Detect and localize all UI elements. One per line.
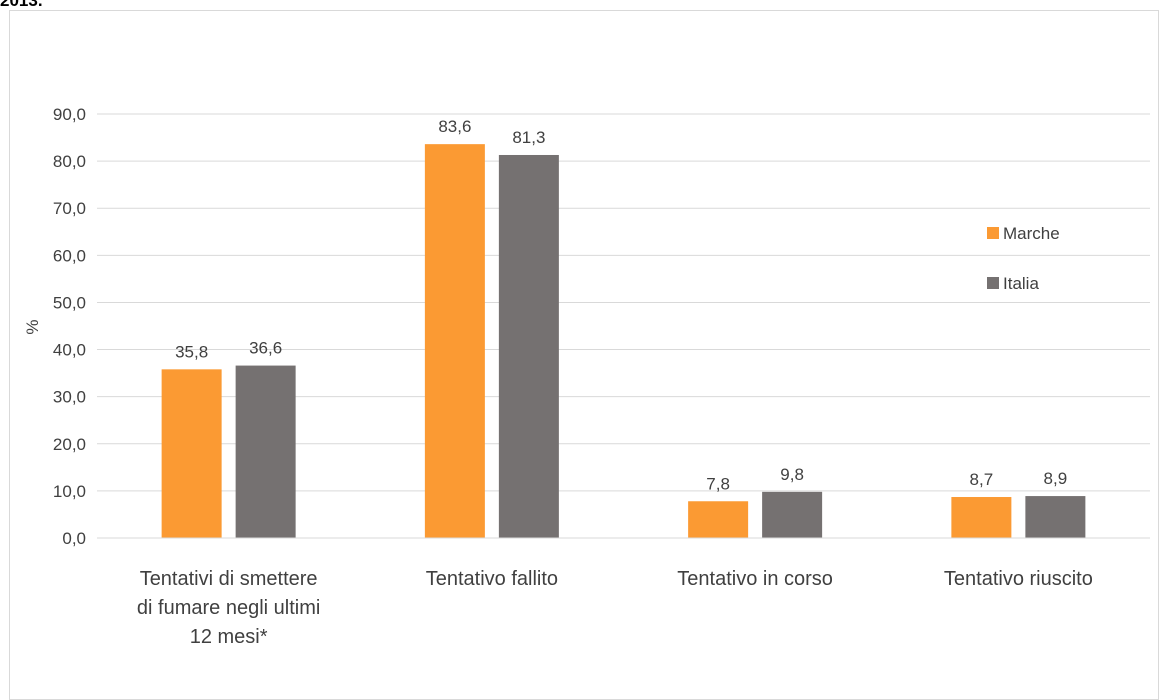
x-category-label: Tentativo riuscito <box>944 568 1093 590</box>
y-tick-label: 10,0 <box>53 482 86 501</box>
bar-marche <box>951 497 1012 538</box>
y-tick-label: 40,0 <box>53 341 86 360</box>
data-label: 7,8 <box>706 474 730 493</box>
bar-marche <box>424 144 485 538</box>
bar-italia <box>498 154 559 538</box>
y-tick-label: 20,0 <box>53 435 86 454</box>
bar-italia <box>762 491 823 538</box>
bar-italia <box>235 365 296 538</box>
bar-italia <box>1025 496 1086 538</box>
y-tick-label: 70,0 <box>53 199 86 218</box>
legend: Marche Italia <box>987 224 1060 293</box>
legend-swatch-marche <box>987 227 999 239</box>
data-label: 35,8 <box>175 342 208 361</box>
x-category-label: 12 mesi* <box>190 626 268 648</box>
top-text-fragment: 2013. <box>0 0 43 10</box>
data-label: 9,8 <box>780 465 804 484</box>
data-label: 8,9 <box>1044 469 1068 488</box>
x-category-label: di fumare negli ultimi <box>137 597 320 619</box>
x-category-label: Tentativo in corso <box>677 568 833 590</box>
data-label: 8,7 <box>970 470 994 489</box>
data-label: 36,6 <box>249 339 282 358</box>
data-labels: 35,8 36,6 83,6 81,3 7,8 9,8 8,7 8,9 <box>175 117 1067 493</box>
y-tick-label: 50,0 <box>53 293 86 312</box>
data-label: 83,6 <box>438 117 471 136</box>
x-category-label: Tentativi di smettere <box>140 568 318 590</box>
y-tick-label: 30,0 <box>53 388 86 407</box>
y-tick-label: 60,0 <box>53 246 86 265</box>
legend-swatch-italia <box>987 277 999 289</box>
legend-label-italia: Italia <box>1003 274 1039 293</box>
data-label: 81,3 <box>512 128 545 147</box>
legend-label-marche: Marche <box>1003 224 1060 243</box>
bar-marche <box>161 369 222 538</box>
y-tick-label: 90,0 <box>53 105 86 124</box>
y-axis-ticks: 0,0 10,0 20,0 30,0 40,0 50,0 60,0 70,0 80,0 90,0 <box>53 105 86 548</box>
x-axis-categories: Tentativi di smettere di fumare negli ult… <box>137 568 1093 648</box>
y-axis-title: % <box>23 319 42 334</box>
gridlines <box>97 113 1150 492</box>
bar-marche <box>688 501 749 538</box>
y-tick-label: 80,0 <box>53 152 86 171</box>
y-tick-label: 0,0 <box>62 529 86 548</box>
bars <box>161 144 1086 538</box>
x-category-label: Tentativo fallito <box>426 568 558 590</box>
